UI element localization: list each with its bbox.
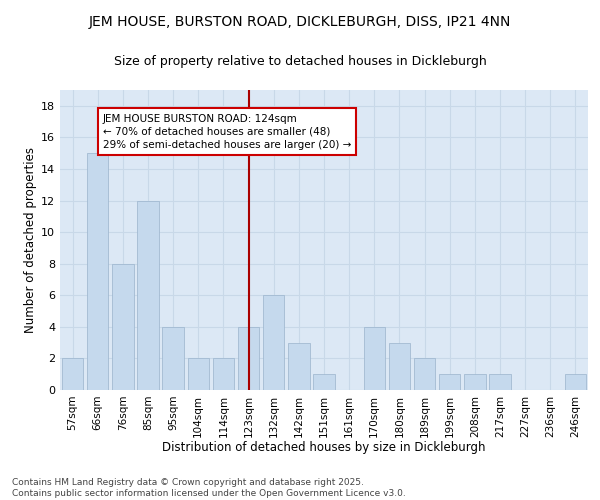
Bar [87, 153, 109, 390]
Text: JEM HOUSE, BURSTON ROAD, DICKLEBURGH, DISS, IP21 4NN: JEM HOUSE, BURSTON ROAD, DICKLEBURGH, DI… [89, 15, 511, 29]
Bar [490, 374, 511, 390]
Bar [389, 342, 410, 390]
Bar [163, 327, 184, 390]
Bar [464, 374, 485, 390]
Bar [263, 296, 284, 390]
Bar [188, 358, 209, 390]
Bar [137, 200, 158, 390]
Bar [62, 358, 83, 390]
Bar [364, 327, 385, 390]
Bar [238, 327, 259, 390]
Bar [313, 374, 335, 390]
Text: Contains HM Land Registry data © Crown copyright and database right 2025.
Contai: Contains HM Land Registry data © Crown c… [12, 478, 406, 498]
Text: JEM HOUSE BURSTON ROAD: 124sqm
← 70% of detached houses are smaller (48)
29% of : JEM HOUSE BURSTON ROAD: 124sqm ← 70% of … [103, 114, 351, 150]
Bar [288, 342, 310, 390]
Bar [112, 264, 134, 390]
Bar [213, 358, 234, 390]
Bar [414, 358, 435, 390]
Bar [565, 374, 586, 390]
Y-axis label: Number of detached properties: Number of detached properties [24, 147, 37, 333]
X-axis label: Distribution of detached houses by size in Dickleburgh: Distribution of detached houses by size … [162, 441, 486, 454]
Bar [439, 374, 460, 390]
Text: Size of property relative to detached houses in Dickleburgh: Size of property relative to detached ho… [113, 55, 487, 68]
